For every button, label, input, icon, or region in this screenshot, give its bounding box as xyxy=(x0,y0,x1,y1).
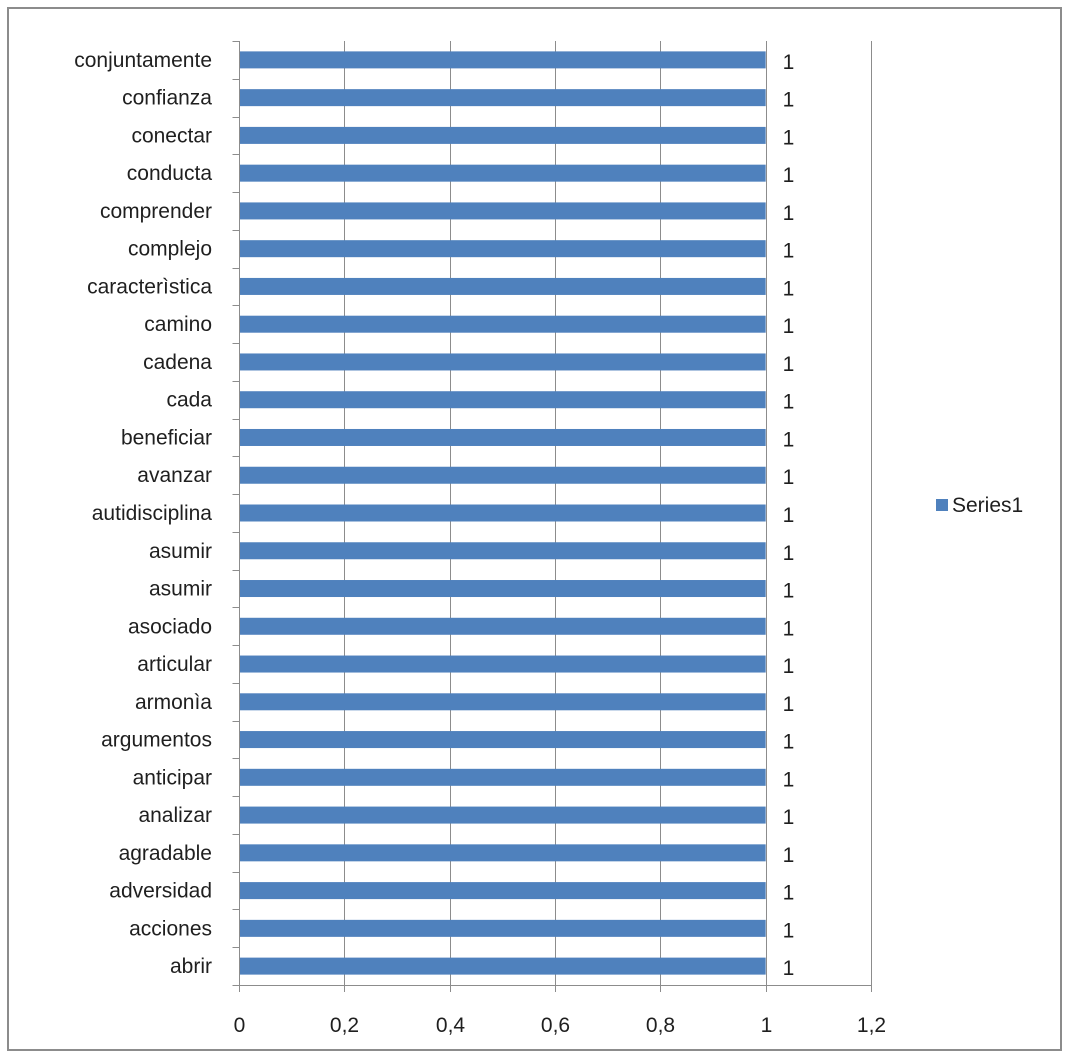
category-label: abrir xyxy=(170,955,212,978)
bar xyxy=(240,315,766,333)
bar xyxy=(240,693,766,711)
data-label: 1 xyxy=(783,504,795,527)
data-label: 1 xyxy=(783,844,795,867)
category-label: caracterìstica xyxy=(87,275,212,298)
category-label: complejo xyxy=(128,238,212,261)
data-label: 1 xyxy=(783,806,795,829)
bar xyxy=(240,428,766,446)
bar xyxy=(240,957,766,975)
data-label: 1 xyxy=(783,126,795,149)
bar xyxy=(240,731,766,749)
bar xyxy=(240,882,766,900)
category-label: conectar xyxy=(131,124,212,147)
data-label: 1 xyxy=(783,919,795,942)
category-label: analizar xyxy=(138,804,212,827)
category-label: beneficiar xyxy=(121,426,212,449)
category-label: argumentos xyxy=(101,729,212,752)
x-tick-label: 0,6 xyxy=(541,1014,570,1037)
data-label: 1 xyxy=(783,51,795,74)
bar xyxy=(240,617,766,635)
x-tick-label: 1,2 xyxy=(857,1014,886,1037)
category-label: avanzar xyxy=(137,464,212,487)
bar xyxy=(240,919,766,937)
category-label: conducta xyxy=(127,162,213,185)
x-tick-label: 0,2 xyxy=(330,1014,359,1037)
category-label: armonìa xyxy=(135,691,212,714)
data-label: 1 xyxy=(783,466,795,489)
data-label: 1 xyxy=(783,391,795,414)
data-label: 1 xyxy=(783,240,795,263)
category-label: camino xyxy=(144,313,212,336)
data-label: 1 xyxy=(783,542,795,565)
category-label: asumir xyxy=(149,540,212,563)
gridlines xyxy=(344,41,872,985)
bar xyxy=(240,202,766,220)
category-label: conjuntamente xyxy=(74,49,212,72)
data-label: 1 xyxy=(783,202,795,225)
bar xyxy=(240,542,766,560)
category-label: cadena xyxy=(143,351,212,374)
bars xyxy=(240,51,766,975)
bar xyxy=(240,768,766,786)
bar xyxy=(240,353,766,371)
bar xyxy=(240,580,766,598)
data-label: 1 xyxy=(783,315,795,338)
category-label: articular xyxy=(137,653,212,676)
data-label: 1 xyxy=(783,731,795,754)
data-label: 1 xyxy=(783,693,795,716)
legend-swatch xyxy=(936,499,948,511)
bar xyxy=(240,806,766,824)
x-tick-label: 0,4 xyxy=(436,1014,466,1037)
x-tick-label: 0 xyxy=(234,1014,246,1037)
data-label: 1 xyxy=(783,580,795,603)
category-label: agradable xyxy=(119,842,212,865)
labels: 0 0,2 0,4 0,6 0,8 1 1,2 conjuntamente 1 confianza… xyxy=(74,49,886,1037)
category-label: acciones xyxy=(129,917,212,940)
bar xyxy=(240,51,766,69)
category-label: comprender xyxy=(100,200,212,223)
bar xyxy=(240,277,766,295)
x-tick-label: 0,8 xyxy=(646,1014,675,1037)
bar xyxy=(240,504,766,522)
data-label: 1 xyxy=(783,164,795,187)
data-label: 1 xyxy=(783,89,795,112)
data-label: 1 xyxy=(783,353,795,376)
x-tick-label: 1 xyxy=(761,1014,773,1037)
bar xyxy=(240,466,766,484)
category-label: cada xyxy=(166,389,212,412)
category-label: adversidad xyxy=(109,880,212,903)
data-label: 1 xyxy=(783,957,795,980)
axes xyxy=(232,41,872,992)
bar xyxy=(240,126,766,144)
category-label: anticipar xyxy=(133,766,212,789)
data-label: 1 xyxy=(783,655,795,678)
category-label: confianza xyxy=(122,87,212,110)
bar xyxy=(240,240,766,258)
data-label: 1 xyxy=(783,882,795,905)
bar xyxy=(240,844,766,862)
legend: Series1 xyxy=(936,494,1023,517)
bar xyxy=(240,164,766,182)
data-label: 1 xyxy=(783,277,795,300)
bar xyxy=(240,391,766,409)
data-label: 1 xyxy=(783,428,795,451)
category-label: autidisciplina xyxy=(92,502,213,525)
data-label: 1 xyxy=(783,768,795,791)
data-label: 1 xyxy=(783,617,795,640)
legend-label: Series1 xyxy=(952,494,1023,517)
category-label: asumir xyxy=(149,578,212,601)
bar xyxy=(240,655,766,673)
bar xyxy=(240,89,766,107)
category-label: asociado xyxy=(128,615,212,638)
